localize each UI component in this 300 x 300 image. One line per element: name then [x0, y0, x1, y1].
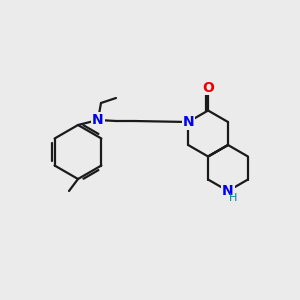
Text: O: O	[202, 80, 214, 94]
Text: N: N	[92, 113, 104, 127]
Text: N: N	[92, 113, 104, 127]
Text: N: N	[182, 115, 194, 129]
Text: H: H	[229, 193, 237, 203]
Text: N: N	[222, 184, 234, 198]
Text: N: N	[182, 115, 194, 129]
Text: N: N	[92, 113, 104, 127]
